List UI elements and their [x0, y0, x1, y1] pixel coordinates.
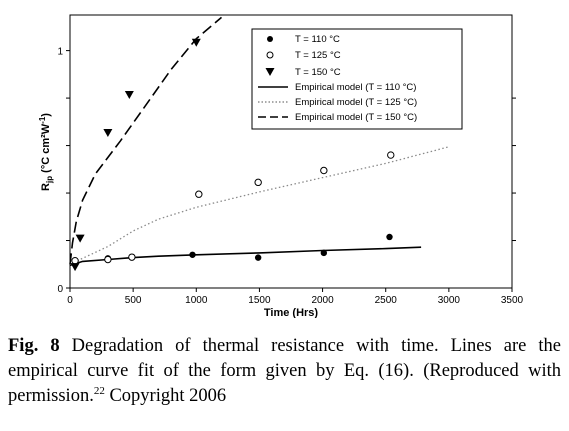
legend-model-150: Empirical model (T = 150 °C): [295, 112, 417, 123]
x-tick-label: 2000: [311, 295, 334, 306]
x-tick-label: 2500: [375, 295, 398, 306]
x-tick-label: 3000: [438, 295, 461, 306]
point-110: [386, 233, 393, 241]
legend-marker-110: [267, 36, 273, 42]
x-tick-label: 1000: [185, 295, 208, 306]
y-axis-title-close: ): [40, 113, 52, 117]
point-125: [387, 151, 395, 159]
point-110: [320, 249, 328, 257]
y-axis-title-exp: -1: [38, 116, 47, 124]
legend-model-125: Empirical model (T = 125 °C): [295, 97, 417, 108]
legend-label-125: T = 125 °C: [295, 50, 341, 61]
point-125: [71, 257, 79, 265]
point-125: [254, 178, 262, 187]
y-axis-title-main: R: [40, 183, 52, 191]
point-150: [103, 129, 113, 138]
figure-caption: Fig. 8 Degradation of thermal resistance…: [8, 334, 561, 409]
point-125: [320, 166, 328, 175]
y-axis-title-units: (°C cm²W: [40, 123, 52, 176]
legend-label-150: T = 150 °C: [295, 67, 341, 78]
model-line-150: [69, 16, 223, 265]
point-125: [128, 253, 136, 261]
x-tick-label: 3500: [501, 295, 524, 306]
point-150: [70, 263, 80, 272]
caption-ref: 22: [93, 384, 105, 397]
point-125: [195, 190, 203, 198]
legend-marker-150: [265, 68, 275, 76]
point-150: [124, 91, 134, 100]
x-tick-label: 1500: [248, 295, 271, 306]
model-line-125: [69, 146, 450, 265]
model-line-110: [69, 246, 422, 267]
plot-frame: [69, 14, 513, 289]
legend-model-110: Empirical model (T = 110 °C): [295, 82, 416, 93]
chart: 0 500 1000 1500 2000 2500 3000 3500 0 1 Time (Hrs…: [38, 14, 524, 318]
x-axis-title: Time (Hrs): [264, 307, 319, 318]
legend-marker-125: [266, 51, 274, 59]
x-tick-label: 0: [67, 295, 73, 306]
y-axis-title: Rjp (°C cm²W-1): [38, 113, 54, 191]
caption-text: Degradation of thermal resistance with t…: [8, 336, 561, 406]
y-tick-label: 0: [57, 284, 63, 295]
point-110: [254, 254, 262, 261]
legend-label-110: T = 110 °C: [295, 34, 340, 45]
caption-label: Fig. 8: [8, 336, 60, 356]
y-tick-label: 1: [57, 47, 63, 58]
point-150: [191, 38, 201, 47]
point-150: [75, 234, 85, 243]
legend: T = 110 °C T = 125 °C T = 150 °C Empiric…: [251, 28, 463, 130]
y-axis-title-sub: jp: [45, 176, 54, 184]
legend-box: [251, 28, 463, 130]
point-125: [104, 255, 112, 264]
point-110: [189, 251, 196, 258]
caption-text-2: Copyright 2006: [104, 386, 227, 406]
x-tick-label: 500: [125, 295, 142, 306]
